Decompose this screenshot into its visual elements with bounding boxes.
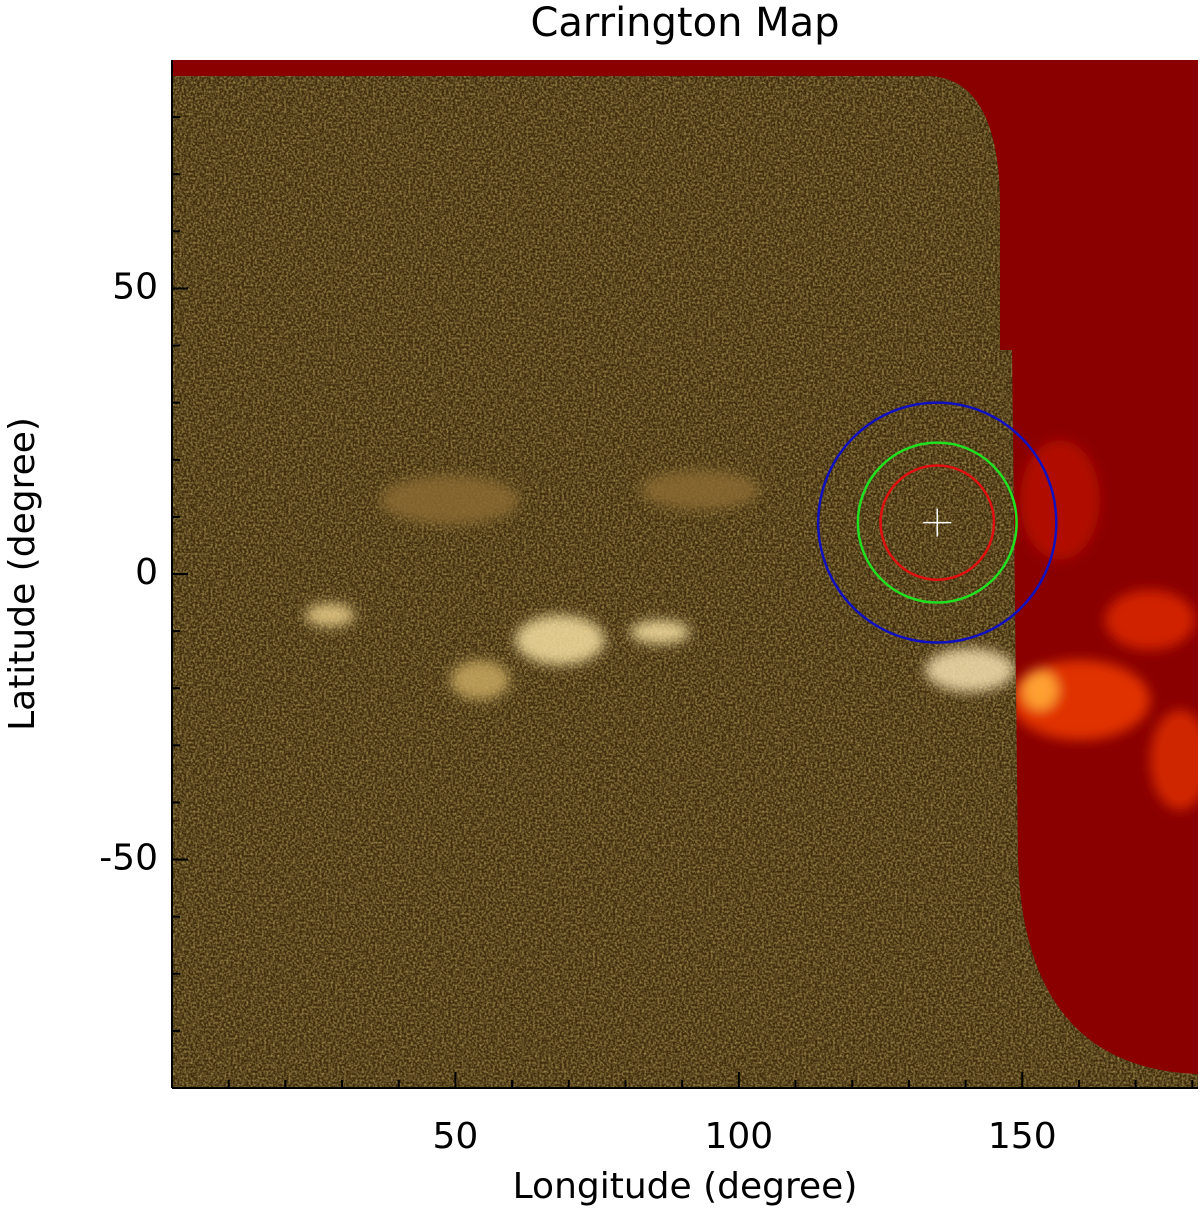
y-axis-label: Latitude (degree): [2, 417, 43, 731]
y-tick-label: 50: [112, 266, 158, 307]
x-axis-label: Longitude (degree): [513, 1166, 858, 1207]
region-circle: [856, 441, 1018, 604]
map-image: [172, 60, 1198, 1088]
region-circle: [879, 464, 996, 581]
bright-regions: [305, 470, 1015, 700]
y-tick-label: 0: [135, 552, 158, 593]
x-tick-label: 150: [988, 1116, 1057, 1157]
x-tick-label: 50: [433, 1116, 479, 1157]
chart-title: Carrington Map: [530, 0, 839, 46]
y-tick-label: -50: [99, 838, 158, 879]
red-region-features: [1010, 440, 1198, 810]
region-circle: [816, 401, 1058, 644]
center-marker: [923, 508, 952, 537]
x-tick-label: 100: [704, 1116, 773, 1157]
